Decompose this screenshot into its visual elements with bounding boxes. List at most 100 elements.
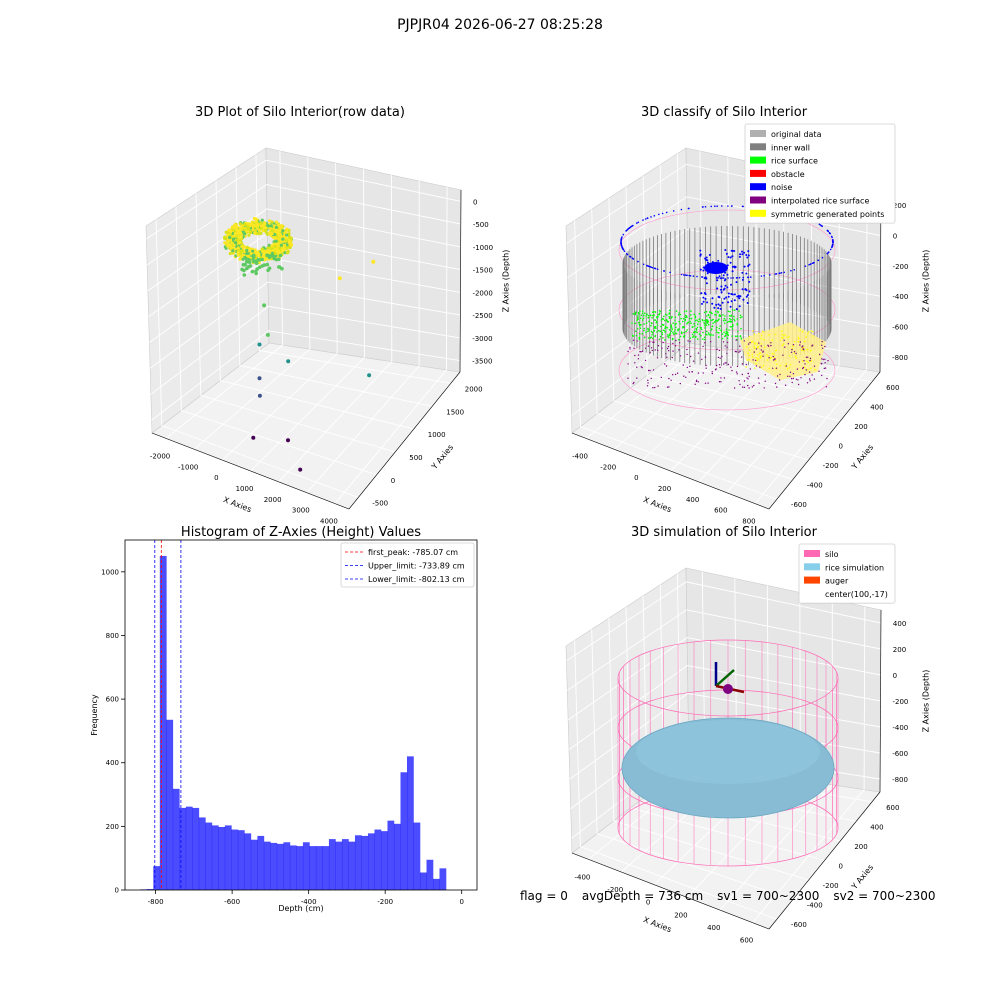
interpolated-point xyxy=(739,350,741,352)
symmetric-point xyxy=(806,333,809,335)
raw-point xyxy=(262,222,266,226)
noise-point xyxy=(651,266,654,269)
rice-surface-point xyxy=(715,314,717,316)
interpolated-point xyxy=(772,367,774,369)
raw-point xyxy=(233,241,238,245)
rice-surface-point xyxy=(717,331,720,334)
raw-point xyxy=(273,232,277,236)
rice-surface-point xyxy=(740,327,742,330)
grid-y xyxy=(195,193,396,453)
noise-point xyxy=(732,277,734,279)
interpolated-point xyxy=(674,345,677,347)
interpolated-point xyxy=(825,386,828,388)
interpolated-point xyxy=(827,360,829,362)
noise-point xyxy=(763,274,765,277)
rice-surface-point xyxy=(678,312,680,314)
legend-label: inner wall xyxy=(771,143,810,152)
noise-point xyxy=(727,295,730,298)
rice-surface-point xyxy=(670,326,672,328)
rice-surface-point xyxy=(683,310,686,313)
noise-point xyxy=(793,269,795,271)
grid-x xyxy=(585,150,704,439)
rice-surface-point xyxy=(636,328,639,330)
symmetric-point xyxy=(807,368,809,371)
interpolated-point xyxy=(805,369,807,371)
interpolated-point xyxy=(705,364,707,367)
interpolated-point xyxy=(665,353,667,355)
raw-point xyxy=(228,229,232,233)
interpolated-point xyxy=(716,348,718,350)
rice-surface-point xyxy=(686,322,688,325)
z-tick-label: 400 xyxy=(893,620,906,628)
noise-point xyxy=(642,219,644,221)
histogram-bar xyxy=(367,833,375,890)
noise-point xyxy=(629,255,631,258)
noise-point xyxy=(653,215,656,217)
z-axis-label: Z Axies (Depth) xyxy=(502,250,511,313)
rice-surface-point xyxy=(715,310,717,313)
symmetric-point xyxy=(757,358,759,360)
rice-surface-point xyxy=(716,320,719,322)
rice-surface-point xyxy=(725,328,728,330)
rice-surface-point xyxy=(685,330,687,333)
rice-surface-point xyxy=(692,335,695,337)
histogram-bar xyxy=(166,719,174,890)
symmetric-point xyxy=(756,346,759,349)
interpolated-point xyxy=(762,355,764,357)
histogram-bar xyxy=(244,833,252,890)
rice-surface-point xyxy=(729,325,732,328)
y-tick-label: -200 xyxy=(823,882,839,890)
noise-point xyxy=(769,274,771,276)
interpolated-point xyxy=(674,373,677,376)
noise-point xyxy=(717,303,720,306)
noise-point xyxy=(717,307,720,310)
grid-x xyxy=(222,162,338,461)
z-axis-label: Z Axies (Depth) xyxy=(922,670,931,733)
raw-outlier-point xyxy=(257,376,262,381)
interpolated-point xyxy=(694,383,696,385)
interpolated-point xyxy=(651,349,653,352)
x-tick-label: 400 xyxy=(707,924,720,932)
noise-point xyxy=(621,236,623,238)
interpolated-point xyxy=(720,377,722,379)
interpolated-point xyxy=(678,349,680,351)
histogram-bar xyxy=(250,839,258,890)
noise-point xyxy=(720,291,723,294)
rice-surface-point xyxy=(717,311,719,314)
symmetric-point xyxy=(752,330,754,332)
subplot-simulation: 3D simulation of Silo Interior -400 -200 0 2… xyxy=(565,525,931,945)
interpolated-point xyxy=(739,345,741,347)
raw-point xyxy=(240,244,244,248)
symmetric-point xyxy=(756,343,759,345)
legend-label: symmetric generated points xyxy=(771,210,884,219)
interpolated-point xyxy=(743,386,746,388)
raw-point xyxy=(266,224,270,228)
interpolated-point xyxy=(711,371,713,373)
histogram-bar xyxy=(413,822,421,890)
interpolated-point xyxy=(667,345,670,348)
raw-outlier-point xyxy=(257,393,262,398)
rice-surface-point xyxy=(648,320,650,323)
raw-outlier-point xyxy=(251,435,256,440)
noise-point xyxy=(708,254,711,256)
symmetric-point xyxy=(788,355,791,357)
y-axis-label: Y Axies xyxy=(429,443,455,472)
symmetric-point xyxy=(751,356,754,358)
noise-point xyxy=(724,284,727,287)
histogram-legend xyxy=(340,542,475,588)
symmetric-point xyxy=(784,365,786,367)
noise-point xyxy=(747,250,750,253)
rice-surface-point xyxy=(675,326,677,329)
interpolated-point xyxy=(632,382,634,385)
interpolated-point xyxy=(695,380,698,383)
symmetric-point xyxy=(774,349,777,352)
raw-point xyxy=(251,258,255,262)
rice-surface-point xyxy=(693,313,695,316)
rice-surface-point xyxy=(706,334,708,336)
symmetric-point xyxy=(750,341,753,344)
interpolated-point xyxy=(804,363,806,365)
interpolated-point xyxy=(820,362,822,365)
symmetric-point xyxy=(760,366,763,369)
raw-outlier-point xyxy=(262,303,267,308)
interpolated-point xyxy=(646,385,649,387)
